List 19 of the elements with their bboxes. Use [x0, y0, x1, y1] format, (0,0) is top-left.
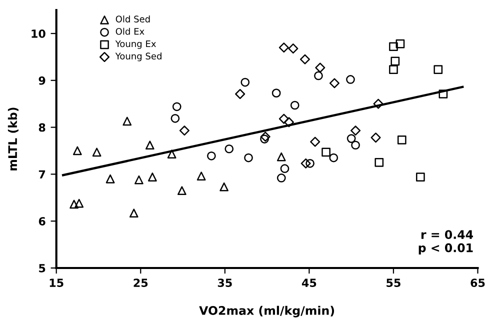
x-tick-label: 25	[134, 278, 148, 288]
legend-label: Young Ex	[115, 40, 156, 49]
y-tick-label: 9	[38, 76, 46, 85]
y-axis-title: mLTL (kb)	[8, 108, 18, 170]
legend-label: Old Sed	[116, 15, 150, 22]
legend-label: Young Sed	[115, 52, 162, 62]
x-tick-label: 15	[50, 278, 64, 288]
legend-label: Old Ex	[116, 28, 144, 35]
y-tick-label: 5	[39, 264, 46, 272]
x-tick-label: 55	[386, 278, 400, 288]
y-tick-label: 7	[38, 170, 46, 178]
x-axis-title: VO2max (ml/kg/min)	[199, 306, 334, 318]
y-tick-label: 6	[38, 217, 46, 226]
x-tick-label: 35	[218, 278, 232, 288]
y-tick-label: 8	[38, 123, 46, 132]
y-tick-label: 10	[32, 29, 46, 38]
annotation: r = 0.44 p < 0.01	[418, 230, 473, 255]
x-tick-label: 45	[302, 278, 316, 288]
x-tick-label: 65	[470, 278, 485, 288]
